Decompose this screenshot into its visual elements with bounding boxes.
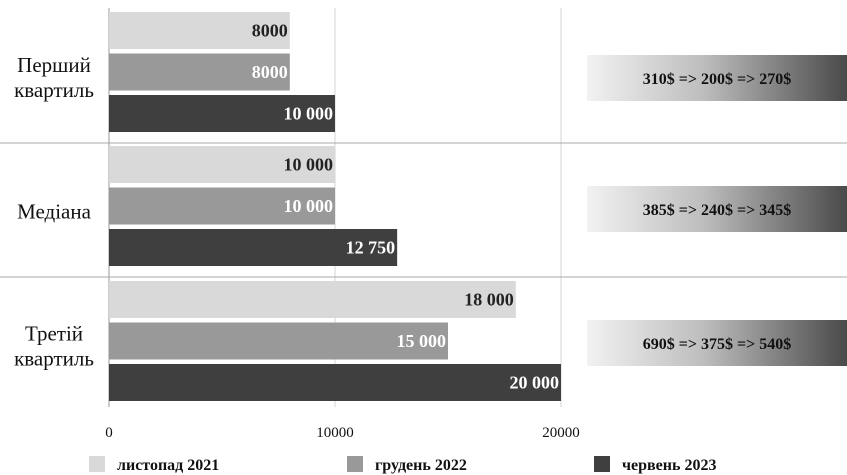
x-tick-label: 20000 [542, 425, 580, 441]
annotation-text: 310$ => 200$ => 270$ [643, 71, 791, 88]
legend-label: грудень 2022 [375, 457, 467, 474]
annotation-text: 385$ => 240$ => 345$ [643, 202, 791, 219]
data-label: 20 000 [510, 373, 560, 393]
data-label: 8000 [252, 62, 288, 82]
data-label: 10 000 [284, 196, 334, 216]
category-labels: Перший квартиль Медіана Третій квартиль [14, 53, 94, 371]
bar [109, 229, 398, 266]
bar [109, 281, 516, 318]
data-labels: 8000 8000 10 000 10 000 10 000 12 750 18 000 15… [252, 21, 559, 393]
annotation-text: 690$ => 375$ => 540$ [643, 336, 791, 353]
annotation-box [587, 320, 847, 366]
category-label: Третій квартиль [14, 322, 94, 371]
x-tick-label: 0 [105, 425, 113, 441]
bar [109, 364, 561, 401]
bar [109, 95, 335, 132]
bar [109, 12, 290, 49]
data-label: 12 750 [346, 238, 396, 258]
legend-label: листопад 2021 [117, 457, 219, 474]
bars [109, 12, 561, 401]
legend: листопад 2021 грудень 2022 червень 2023 [89, 456, 716, 474]
data-label: 8000 [252, 21, 288, 41]
annotation-box [587, 186, 847, 232]
legend-swatch [89, 456, 105, 472]
category-label: Медіана [17, 200, 92, 224]
legend-swatch [594, 456, 610, 472]
x-tick-label: 10000 [316, 425, 354, 441]
legend-label: червень 2023 [622, 457, 716, 474]
price-annotations: 310$ => 200$ => 270$ 385$ => 240$ => 345$… [587, 55, 847, 366]
bar [109, 146, 335, 183]
data-label: 10 000 [284, 104, 334, 124]
x-axis-ticks: 0 10000 20000 [105, 425, 580, 441]
bar [109, 322, 448, 360]
annotation-box [587, 55, 847, 101]
data-label: 18 000 [464, 290, 514, 310]
bar [109, 53, 290, 91]
category-separators [0, 142, 847, 278]
data-label: 10 000 [284, 155, 334, 175]
bar [109, 187, 335, 225]
legend-swatch [347, 456, 363, 472]
category-label: Перший квартиль [14, 53, 94, 102]
data-label: 15 000 [397, 331, 447, 351]
